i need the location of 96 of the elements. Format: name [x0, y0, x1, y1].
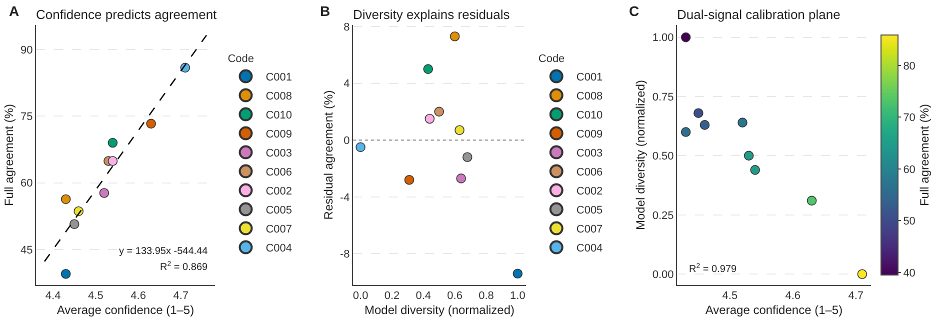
point — [60, 268, 71, 279]
legend-label: C006 — [576, 166, 603, 179]
legend-label: C005 — [266, 204, 292, 217]
y-tick-label: 0.75 — [652, 91, 674, 104]
y-tick-label: 1.00 — [652, 32, 674, 44]
point — [680, 32, 691, 42]
y-tick-label: -4 — [340, 192, 350, 204]
point — [738, 118, 748, 128]
x-axis-title: Average confidence (1–5) — [56, 303, 194, 318]
y-axis-title: Full agreement (%) — [2, 104, 16, 206]
point — [512, 268, 523, 279]
point — [424, 114, 435, 124]
x-tick-label: 4.6 — [130, 290, 146, 302]
y-tick-label: 60 — [20, 178, 33, 190]
point — [456, 174, 466, 184]
text: A — [9, 3, 20, 19]
point — [857, 269, 868, 280]
annotation: y = 133.95x -544.44 — [119, 246, 208, 257]
point — [434, 106, 444, 117]
legend-label: C004 — [266, 242, 292, 255]
point — [146, 118, 156, 129]
y-tick-label: 45 — [20, 244, 33, 256]
y-axis-title: Model diversity (normalized) — [634, 80, 648, 230]
point — [404, 174, 414, 185]
annotation: R$^{2}$ = 0.979 — [689, 263, 737, 276]
y-tick-label: -8 — [340, 248, 350, 261]
legend-label: C002 — [266, 186, 292, 198]
color-bar-label: 80 — [903, 60, 916, 72]
legend-label: C005 — [576, 204, 603, 217]
legend-label: C008 — [266, 90, 292, 103]
legend-label: C009 — [266, 128, 292, 141]
x-axis-title: Model diversity (normalized) — [364, 303, 515, 318]
point — [806, 196, 817, 206]
point — [744, 150, 754, 161]
point — [750, 165, 760, 175]
legend-label: C003 — [266, 148, 292, 160]
point — [450, 31, 460, 42]
x-axis-title: Average confidence (1–5) — [705, 303, 843, 318]
legend-label: C004 — [576, 242, 603, 255]
x-tick-label: 0.4 — [416, 290, 432, 302]
legend-label: C007 — [266, 224, 292, 236]
x-tick-label: 0.2 — [384, 290, 400, 302]
legend-label: C009 — [576, 128, 603, 141]
color-bar-label: 40 — [903, 267, 916, 280]
legend-label: C006 — [266, 166, 292, 179]
point — [694, 108, 704, 118]
y-tick-label: 8 — [344, 21, 350, 34]
point — [454, 125, 464, 136]
x-tick-label: 4.7 — [848, 290, 864, 302]
legend-label: C008 — [576, 90, 603, 103]
point — [108, 138, 118, 148]
point — [356, 142, 366, 152]
y-tick-label: 75 — [20, 110, 33, 123]
x-tick-label: 4.5 — [722, 290, 738, 302]
text: B — [320, 3, 330, 19]
point — [108, 156, 118, 166]
x-tick-label: 0.0 — [352, 290, 368, 302]
y-tick-label: 0 — [344, 134, 350, 147]
point — [60, 194, 71, 204]
point — [99, 188, 110, 198]
x-tick-label: 4.5 — [88, 290, 104, 302]
point — [462, 152, 472, 162]
y-tick-label: 90 — [20, 44, 33, 56]
legend-label: C001 — [266, 72, 292, 84]
legend-label: C003 — [576, 148, 603, 160]
y-tick-label: 0.50 — [652, 150, 674, 163]
point — [423, 64, 434, 74]
chart-title: Dual-signal calibration plane — [677, 7, 840, 22]
point — [680, 127, 691, 137]
x-tick-label: 0.8 — [478, 290, 494, 302]
y-axis-title: Residual agreement (%) — [321, 90, 336, 220]
legend-label: C010 — [576, 110, 603, 122]
text: C — [629, 3, 640, 19]
color-bar-label: 50 — [903, 216, 916, 228]
legend-title: Code — [228, 52, 254, 65]
annotation: R$^{2}$ = 0.869 — [160, 261, 208, 274]
legend-label: C010 — [266, 110, 292, 122]
x-tick-label: 1.0 — [510, 290, 526, 302]
legend-title: Code — [538, 52, 565, 65]
color-bar-title: Full agreement (%) — [917, 104, 932, 206]
y-tick-label: 0.00 — [652, 268, 674, 281]
point — [69, 219, 80, 230]
x-tick-label: 4.7 — [173, 290, 189, 302]
legend-label: C001 — [576, 72, 603, 84]
y-tick-label: 0.25 — [652, 210, 674, 222]
x-tick-label: 4.6 — [785, 290, 801, 302]
legend-label: C007 — [576, 224, 603, 236]
x-tick-label: 0.6 — [447, 290, 462, 302]
point — [700, 120, 710, 130]
y-tick-label: 4 — [344, 78, 350, 90]
color-bar-label: 60 — [903, 164, 916, 176]
x-tick-label: 4.4 — [45, 290, 61, 302]
chart-title: Confidence predicts agreement — [36, 7, 218, 22]
chart-title: Diversity explains residuals — [353, 7, 510, 22]
legend-label: C002 — [576, 186, 603, 198]
color-bar-label: 70 — [903, 112, 916, 124]
